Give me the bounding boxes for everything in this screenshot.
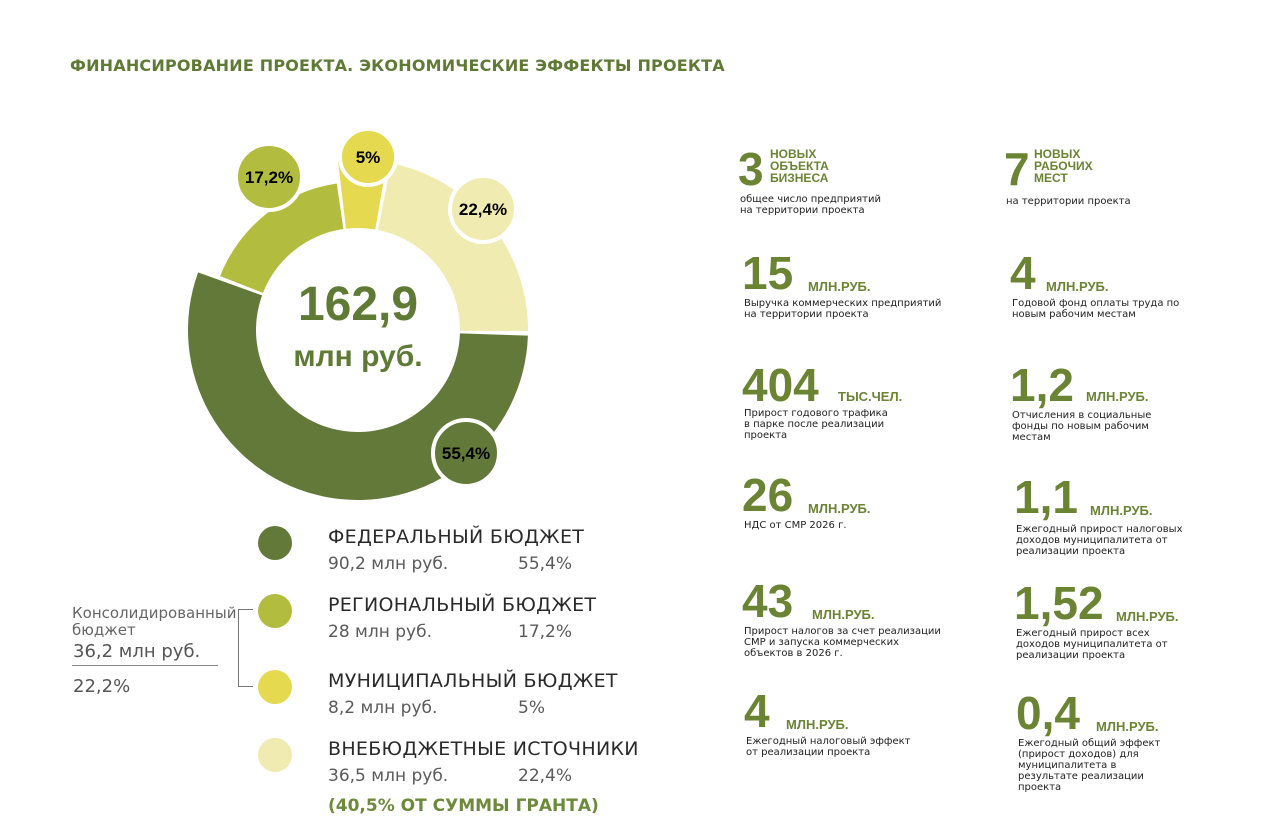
center-total-unit: млн руб.	[293, 340, 422, 373]
stat-description: Ежегодный прирост всех доходов муниципал…	[1016, 628, 1168, 661]
stat-description: общее число предприятий на территории пр…	[740, 194, 881, 216]
slice-bubble-regional	[234, 142, 304, 212]
stat-unit: МЛН.РУБ.	[812, 607, 875, 622]
stat-unit: МЛН.РУБ.	[808, 501, 871, 516]
slice-label-regional: 17,2%	[245, 168, 293, 187]
grant-note: (40,5% ОТ СУММЫ ГРАНТА)	[328, 796, 599, 816]
slice-label-extrabudget: 22,4%	[459, 200, 507, 219]
stat-description: Годовой фонд оплаты труда по новым рабоч…	[1012, 298, 1180, 320]
legend-percent-municipal: 5%	[518, 698, 545, 718]
stat-unit: МЛН.РУБ.	[1116, 609, 1179, 624]
stat-unit: ТЫС.ЧЕЛ.	[838, 389, 903, 404]
donut-slice-regional	[220, 183, 344, 293]
legend-swatch-federal	[258, 526, 292, 560]
stat-value: 1,2	[1010, 359, 1074, 411]
slice-bubble-extrabudget	[448, 174, 518, 244]
consolidated-bracket	[238, 609, 253, 687]
stat-value: 1,52	[1014, 577, 1104, 629]
slice-label-federal: 55,4%	[442, 444, 490, 463]
legend-percent-regional: 17,2%	[518, 622, 573, 642]
legend-amount-extrabudget: 36,5 млн руб.	[328, 766, 449, 786]
legend-amount-regional: 28 млн руб.	[328, 622, 432, 642]
stat-description: Ежегодный налоговый эффект от реализации…	[746, 736, 911, 758]
stat-value: 4	[1010, 247, 1036, 299]
stat-description: НДС от СМР 2026 г.	[744, 520, 847, 531]
stat-description: Отчисления в социальные фонды по новым р…	[1012, 410, 1152, 443]
page-title: ФИНАНСИРОВАНИЕ ПРОЕКТА. ЭКОНОМИЧЕСКИЕ ЭФ…	[70, 56, 725, 75]
legend-swatch-municipal	[258, 670, 292, 704]
stat-unit: МЛН.РУБ.	[1096, 719, 1159, 734]
legend-swatch-regional	[258, 594, 292, 628]
stat-value: 404	[742, 359, 819, 411]
stat-unit: МЛН.РУБ.	[786, 717, 849, 732]
legend-percent-federal: 55,4%	[518, 554, 573, 574]
stat-value: 4	[744, 685, 770, 737]
stat-unit: МЛН.РУБ.	[1046, 279, 1109, 294]
stat-description: Прирост годового трафика в парке после р…	[744, 408, 888, 441]
stat-unit: МЛН.РУБ.	[1090, 503, 1153, 518]
legend-label-regional: РЕГИОНАЛЬНЫЙ БЮДЖЕТ	[328, 594, 597, 616]
stat-unit: МЛН.РУБ.	[808, 279, 871, 294]
stat-value: 3	[738, 143, 764, 195]
stat-unit: МЛН.РУБ.	[1086, 389, 1149, 404]
stat-value: 43	[742, 575, 794, 627]
donut-chart: 5% 22,4% 55,4% 17,2% 162,9 млн руб.	[188, 127, 528, 500]
stat-description: Выручка коммерческих предприятий на терр…	[744, 298, 942, 320]
stat-description: на территории проекта	[1006, 196, 1131, 207]
donut-slice-extrabudget	[377, 163, 528, 332]
stat-description: Прирост налогов за счет реализации СМР и…	[744, 626, 941, 659]
consolidated-percent: 22,2%	[73, 676, 131, 697]
stat-value: 1,1	[1014, 471, 1078, 523]
legend-swatch-extrabudget	[258, 738, 292, 772]
legend-label-municipal: МУНИЦИПАЛЬНЫЙ БЮДЖЕТ	[328, 670, 618, 692]
center-total-value: 162,9	[298, 278, 418, 331]
consolidated-amount: 36,2 млн руб.	[73, 641, 201, 662]
consolidated-label: Консолидированный бюджет	[72, 604, 237, 639]
legend-amount-municipal: 8,2 млн руб.	[328, 698, 438, 718]
stat-value: 7	[1004, 143, 1030, 195]
stat-value: 15	[742, 247, 794, 299]
slice-bubble-municipal	[338, 127, 398, 187]
legend-label-extrabudget: ВНЕБЮДЖЕТНЫЕ ИСТОЧНИКИ	[328, 738, 639, 760]
legend-label-federal: ФЕДЕРАЛЬНЫЙ БЮДЖЕТ	[328, 526, 585, 548]
legend-amount-federal: 90,2 млн руб.	[328, 554, 449, 574]
stat-value: 0,4	[1016, 687, 1080, 739]
slice-label-municipal: 5%	[356, 148, 381, 167]
stat-value: 26	[742, 469, 794, 521]
stat-unit: НОВЫХ РАБОЧИХ МЕСТ	[1034, 147, 1093, 185]
consolidated-divider	[72, 665, 218, 666]
stat-description: Ежегодный общий эффект (прирост доходов)…	[1018, 738, 1161, 793]
legend-percent-extrabudget: 22,4%	[518, 766, 573, 786]
slice-bubble-federal	[431, 418, 501, 488]
stat-unit: НОВЫХ ОБЪЕКТА БИЗНЕСА	[770, 147, 829, 185]
stat-description: Ежегодный прирост налоговых доходов муни…	[1016, 524, 1183, 557]
